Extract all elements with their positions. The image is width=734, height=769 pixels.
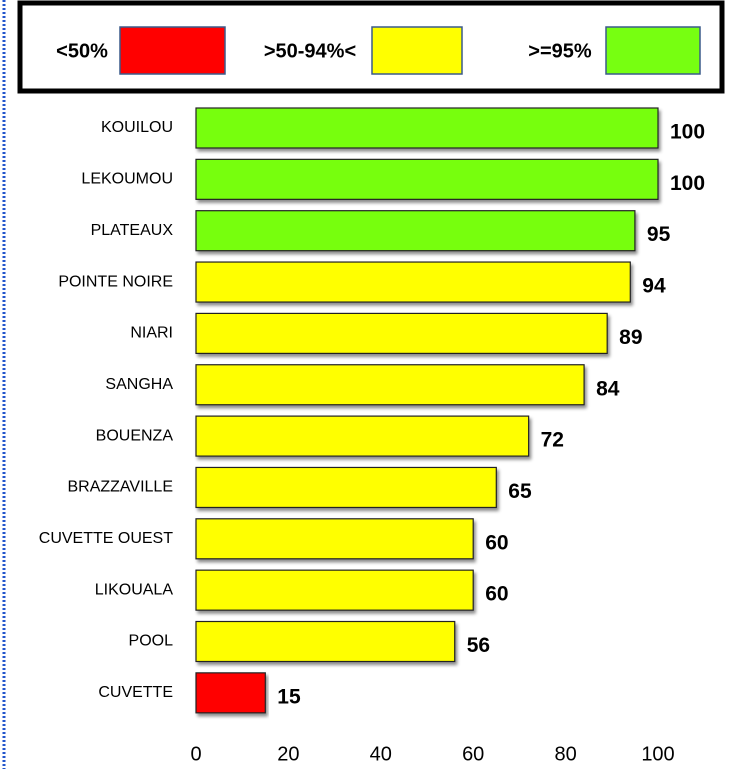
bar	[195, 210, 636, 252]
x-tick-label: 20	[277, 743, 299, 765]
value-label: 100	[670, 172, 705, 195]
y-tick-label: CUVETTE	[98, 684, 173, 701]
y-tick-label: KOUILOU	[101, 119, 173, 136]
x-tick-label: 100	[641, 743, 674, 765]
bar	[195, 620, 456, 663]
value-label: 60	[485, 583, 508, 606]
bar	[195, 466, 497, 509]
value-label: 89	[619, 326, 642, 349]
legend-label: >=95%	[528, 40, 592, 62]
y-tick-label: BRAZZAVILLE	[67, 479, 173, 496]
value-label: 56	[467, 634, 490, 657]
bar	[195, 312, 608, 354]
y-tick-label: SANGHA	[105, 376, 173, 393]
x-tick-label: 0	[190, 743, 201, 765]
value-label: 94	[642, 275, 666, 298]
y-tick-label: BOUENZA	[96, 427, 174, 444]
value-label: 60	[485, 531, 508, 554]
legend-box	[17, 0, 725, 94]
value-label: 15	[277, 685, 301, 708]
x-tick-label: 80	[554, 743, 576, 765]
value-label: 100	[670, 121, 705, 144]
value-label: 84	[596, 377, 620, 400]
bar	[195, 518, 474, 560]
y-tick-label: LIKOUALA	[95, 581, 174, 598]
y-tick-label: POINTE NOIRE	[58, 273, 173, 290]
y-tick-label: NIARI	[130, 325, 173, 342]
value-label: 72	[541, 429, 564, 452]
legend-swatch	[605, 26, 701, 75]
bar	[195, 158, 659, 200]
bar	[195, 261, 631, 303]
legend-label: <50%	[56, 40, 108, 62]
bar	[195, 415, 530, 457]
y-tick-label: CUVETTE OUEST	[39, 530, 173, 547]
bar	[195, 107, 659, 149]
legend-swatch	[371, 26, 463, 75]
bar	[195, 569, 474, 611]
bar	[195, 364, 585, 406]
legend-label: >50-94%<	[264, 40, 356, 62]
legend-swatch	[119, 26, 226, 75]
x-tick-label: 40	[370, 743, 392, 765]
value-label: 95	[647, 223, 671, 246]
x-tick-label: 60	[462, 743, 484, 765]
bar	[195, 672, 266, 714]
y-tick-label: LEKOUMOU	[81, 171, 173, 188]
y-tick-label: POOL	[129, 633, 174, 650]
value-label: 65	[508, 480, 532, 503]
y-tick-label: PLATEAUX	[91, 222, 174, 239]
